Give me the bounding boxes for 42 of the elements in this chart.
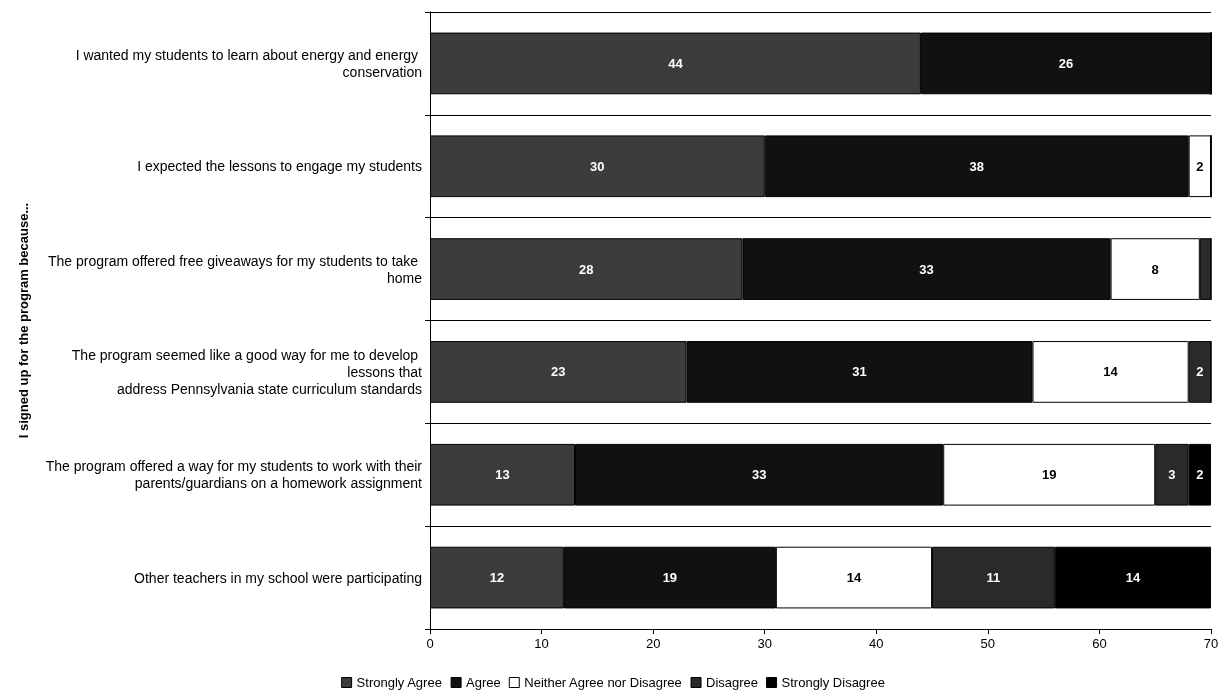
data-label: 2 bbox=[1196, 158, 1204, 174]
x-tick-label: 0 bbox=[426, 636, 434, 651]
legend-label: Agree bbox=[466, 675, 501, 690]
x-tick-label: 30 bbox=[757, 636, 772, 651]
data-label: 33 bbox=[751, 467, 767, 483]
data-label: 12 bbox=[489, 570, 505, 586]
data-label: 31 bbox=[852, 364, 867, 380]
data-label: 14 bbox=[1103, 364, 1119, 380]
data-label: 3 bbox=[1168, 467, 1176, 483]
legend-label: Strongly Disagree bbox=[781, 675, 885, 690]
y-tick-label: I expected the lessons to engage my students bbox=[137, 158, 422, 175]
data-label: 30 bbox=[590, 158, 605, 174]
y-tick-label: Other teachers in my school were participating bbox=[134, 569, 422, 586]
x-tick-label: 20 bbox=[645, 636, 661, 651]
x-tick-label: 10 bbox=[534, 636, 549, 651]
y-tick-label: I wanted my students to learn about energy and energy conservation bbox=[75, 46, 422, 80]
data-label: 2 bbox=[1196, 467, 1204, 483]
x-tick-label: 40 bbox=[869, 636, 884, 651]
data-label: 23 bbox=[551, 364, 566, 380]
data-label: 14 bbox=[846, 570, 862, 586]
x-tick-label: 60 bbox=[1092, 636, 1107, 651]
legend-label: Disagree bbox=[706, 675, 759, 690]
x-tick-label: 70 bbox=[1203, 636, 1219, 651]
legend-label: Strongly Agree bbox=[356, 675, 442, 690]
y-tick-label: The program offered free giveaways for my students to take home bbox=[47, 252, 423, 286]
data-label: 26 bbox=[1058, 55, 1074, 71]
y-tick-label: The program offered a way for my students to work with their parents/guardians on a homework assignment bbox=[45, 458, 423, 492]
data-label: 19 bbox=[662, 570, 678, 586]
data-label: 44 bbox=[668, 55, 684, 71]
data-label: 14 bbox=[1125, 570, 1141, 586]
data-label: 28 bbox=[578, 261, 594, 277]
legend-label: Neither Agree nor Disagree bbox=[524, 675, 682, 690]
y-tick-label: The program seemed like a good way for me to develop lessons that address Pennsylvania state curriculum standards bbox=[71, 346, 423, 397]
data-label: 8 bbox=[1151, 261, 1159, 277]
x-tick-label: 50 bbox=[980, 636, 996, 651]
data-label: 33 bbox=[919, 261, 934, 277]
data-label: 19 bbox=[1041, 467, 1057, 483]
y-axis-title: I signed up for the program because... bbox=[16, 202, 31, 439]
data-label: 38 bbox=[969, 158, 984, 174]
data-label: 13 bbox=[495, 467, 510, 483]
data-label: 11 bbox=[986, 570, 1001, 586]
data-label: 2 bbox=[1196, 364, 1204, 380]
